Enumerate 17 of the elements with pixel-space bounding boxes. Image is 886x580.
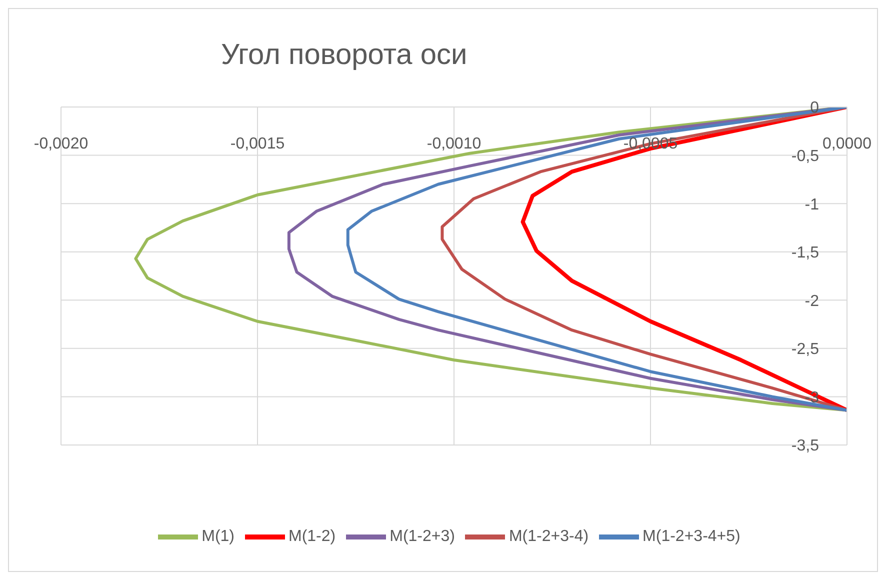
legend-label: M(1-2+3-4) bbox=[508, 528, 589, 546]
y-tick-label: -2,5 bbox=[791, 341, 820, 358]
x-tick-label: -0,0010 bbox=[426, 135, 482, 152]
y-tick-label: -0,5 bbox=[791, 148, 820, 165]
y-tick-label: -2 bbox=[804, 292, 820, 310]
x-tick-label: 0,0000 bbox=[822, 135, 872, 152]
y-tick-label: -3,5 bbox=[791, 438, 820, 455]
x-tick-label: -0,0020 bbox=[34, 135, 88, 152]
legend-label: M(1-2) bbox=[288, 528, 336, 546]
legend-label: M(1) bbox=[202, 528, 234, 546]
legend-label: M(1-2+3) bbox=[390, 528, 455, 546]
chart-title: Угол поворота оси bbox=[221, 39, 468, 72]
y-tick-label: -1,5 bbox=[791, 244, 820, 262]
x-tick-label: -0,0015 bbox=[230, 135, 285, 152]
legend-label: M(1-2+3-4+5) bbox=[642, 528, 740, 546]
x-tick-label: -0,0005 bbox=[623, 135, 678, 152]
y-tick-label: -1 bbox=[804, 196, 820, 214]
